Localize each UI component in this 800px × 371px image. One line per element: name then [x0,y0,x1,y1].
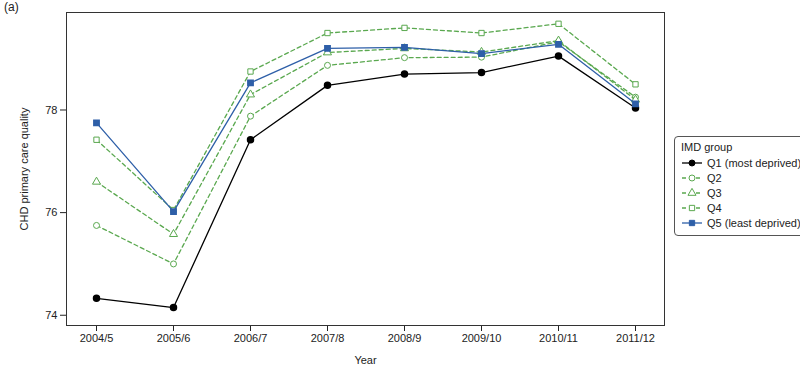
svg-text:2009/10: 2009/10 [462,332,502,344]
svg-text:2004/5: 2004/5 [80,332,114,344]
html-text:Q2: Q2 [707,172,722,184]
html-text:Q5 (least deprived): Q5 (least deprived) [707,217,800,229]
svg-text:76: 76 [45,206,57,218]
svg-text:CHD primary care quality: CHD primary care quality [18,107,30,230]
svg-text:2010/11: 2010/11 [539,332,578,344]
svg-text:78: 78 [45,104,57,116]
svg-text:2006/7: 2006/7 [234,332,268,344]
html-text:IMD group: IMD group [681,140,733,153]
svg-text:2005/6: 2005/6 [157,332,191,344]
html-text:Q3: Q3 [707,187,722,199]
html-text:Q4: Q4 [707,202,722,214]
svg-text:Year: Year [354,354,377,366]
svg-text:2008/9: 2008/9 [388,332,422,344]
svg-text:74: 74 [45,309,57,321]
svg-text:2011/12: 2011/12 [616,332,655,344]
svg-text:2007/8: 2007/8 [311,332,345,344]
html-text:(a): (a) [4,0,19,14]
